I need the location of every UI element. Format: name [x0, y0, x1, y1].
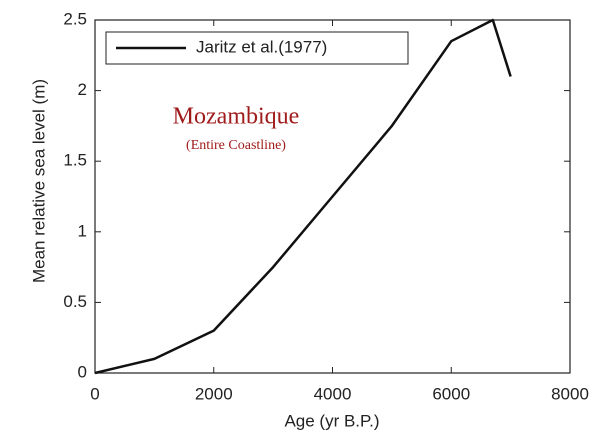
- y-tick-label: 0: [78, 362, 87, 381]
- y-tick-label: 2.5: [63, 9, 87, 28]
- legend-label: Jaritz et al.(1977): [196, 37, 327, 56]
- data-line: [94, 18, 512, 375]
- annotation: (Entire Coastline): [186, 138, 286, 153]
- x-tick-label: 8000: [551, 384, 589, 403]
- annotation: Mozambique: [173, 104, 300, 130]
- y-axis-label: Mean relative sea level (m): [29, 79, 48, 283]
- x-tick-label: 2000: [195, 384, 233, 403]
- y-tick-label: 0.5: [63, 292, 87, 311]
- x-tick-label: 4000: [314, 384, 352, 403]
- y-tick-label: 1: [78, 221, 87, 240]
- y-tick-label: 1.5: [63, 151, 87, 170]
- x-axis-label: Age (yr B.P.): [284, 411, 379, 430]
- x-tick-label: 6000: [432, 384, 470, 403]
- x-tick-label: 0: [90, 384, 99, 403]
- y-tick-label: 2: [78, 80, 87, 99]
